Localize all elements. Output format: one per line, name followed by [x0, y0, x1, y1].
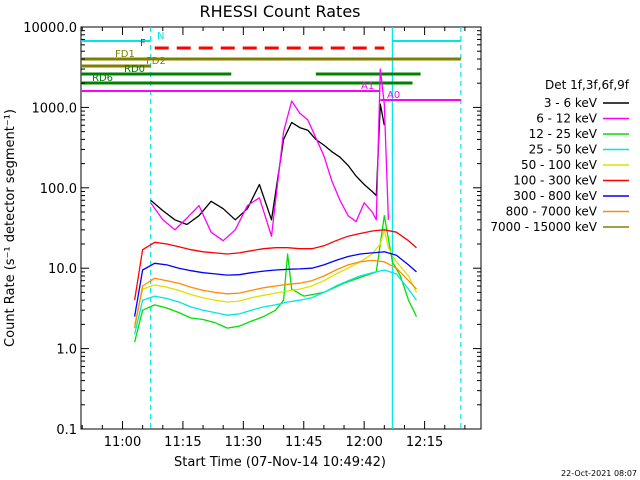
legend-entry-label: 25 - 50 keV [529, 143, 598, 157]
x-axis-label: Start Time (07-Nov-14 10:49:42) [174, 455, 386, 470]
state-bar-label: A1 [361, 81, 374, 92]
series-line [133, 251, 417, 317]
y-tick-label: 1.0 [56, 343, 77, 358]
footer-date: 22-Oct-2021 08:07 [561, 469, 637, 478]
state-bar-label: RD0 [124, 64, 145, 75]
state-bar-label: FD1 [115, 49, 135, 60]
legend-entry-label: 300 - 800 keV [513, 189, 597, 203]
y-axis-label: Count Rate (s⁻¹ detector segment⁻¹) [3, 109, 18, 347]
y-tick-label: 100.0 [40, 182, 77, 197]
axes: 0.1 1.0 10.0 100.0 1000.0 10000.0 11:00 11:15 11… [23, 21, 481, 450]
series-line [133, 229, 418, 325]
series-line [133, 269, 418, 335]
legend-entry-label: 6 - 12 keV [536, 112, 598, 126]
series-line [133, 215, 418, 343]
vertical-markers [150, 27, 462, 429]
y-tick-label: 10.0 [48, 262, 77, 277]
data-series [133, 68, 418, 343]
x-tick-label: 12:15 [406, 435, 443, 450]
state-bar-label: N [157, 31, 164, 42]
y-tick-label: 1000.0 [32, 101, 78, 116]
legend-entry-label: 12 - 25 keV [529, 127, 598, 141]
legend-entry-label: 7000 - 15000 keV [490, 220, 597, 234]
series-line [133, 229, 417, 301]
legend-entry-label: 800 - 7000 keV [506, 205, 598, 219]
legend-entry-label: 3 - 6 keV [544, 96, 598, 110]
x-tick-label: 11:00 [104, 435, 141, 450]
x-tick-label: 11:30 [225, 435, 262, 450]
x-tick-label: 11:45 [285, 435, 322, 450]
state-bar-label: A0 [387, 90, 400, 101]
series-line [133, 259, 417, 329]
chart-title: RHESSI Count Rates [200, 2, 361, 21]
series-line [150, 103, 385, 226]
x-tick-label: 12:00 [345, 435, 382, 450]
series-line [150, 68, 390, 242]
legend-entry-label: 100 - 300 keV [513, 174, 597, 188]
state-bar-label: F [140, 38, 146, 49]
legend-entry-label: 50 - 100 keV [521, 158, 598, 172]
y-tick-label: 10000.0 [23, 21, 77, 36]
y-tick-label: 0.1 [56, 423, 77, 438]
state-bar-label: RD6 [92, 73, 113, 84]
legend-title: Det 1f,3f,6f,9f [545, 78, 630, 92]
state-bar-label: FD2 [146, 56, 166, 67]
plot-frame [80, 26, 482, 430]
x-tick-label: 11:15 [164, 435, 201, 450]
